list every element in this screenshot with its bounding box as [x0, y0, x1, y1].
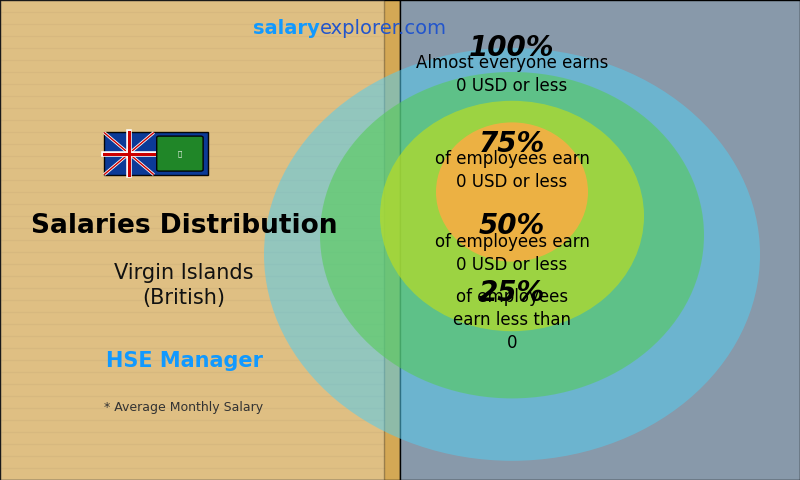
- Text: Virgin Islands
(British): Virgin Islands (British): [114, 263, 254, 308]
- Text: of employees
earn less than
0: of employees earn less than 0: [453, 288, 571, 352]
- Ellipse shape: [436, 122, 588, 262]
- Text: * Average Monthly Salary: * Average Monthly Salary: [105, 400, 263, 414]
- Text: 👤: 👤: [178, 150, 182, 157]
- Text: HSE Manager: HSE Manager: [106, 351, 262, 371]
- Text: 50%: 50%: [479, 212, 545, 240]
- Text: Almost everyone earns
0 USD or less: Almost everyone earns 0 USD or less: [416, 54, 608, 95]
- Ellipse shape: [320, 72, 704, 398]
- Text: of employees earn
0 USD or less: of employees earn 0 USD or less: [434, 233, 590, 274]
- FancyBboxPatch shape: [157, 136, 203, 171]
- FancyBboxPatch shape: [400, 0, 800, 480]
- Text: 25%: 25%: [479, 279, 545, 307]
- Text: 100%: 100%: [470, 34, 554, 62]
- FancyBboxPatch shape: [0, 0, 400, 480]
- FancyBboxPatch shape: [104, 132, 208, 175]
- Text: salary: salary: [254, 19, 320, 38]
- FancyBboxPatch shape: [0, 0, 384, 480]
- Ellipse shape: [380, 101, 644, 331]
- Text: Salaries Distribution: Salaries Distribution: [30, 213, 338, 239]
- Text: 75%: 75%: [479, 130, 545, 158]
- Text: explorer.com: explorer.com: [320, 19, 447, 38]
- Ellipse shape: [264, 48, 760, 461]
- Text: of employees earn
0 USD or less: of employees earn 0 USD or less: [434, 150, 590, 191]
